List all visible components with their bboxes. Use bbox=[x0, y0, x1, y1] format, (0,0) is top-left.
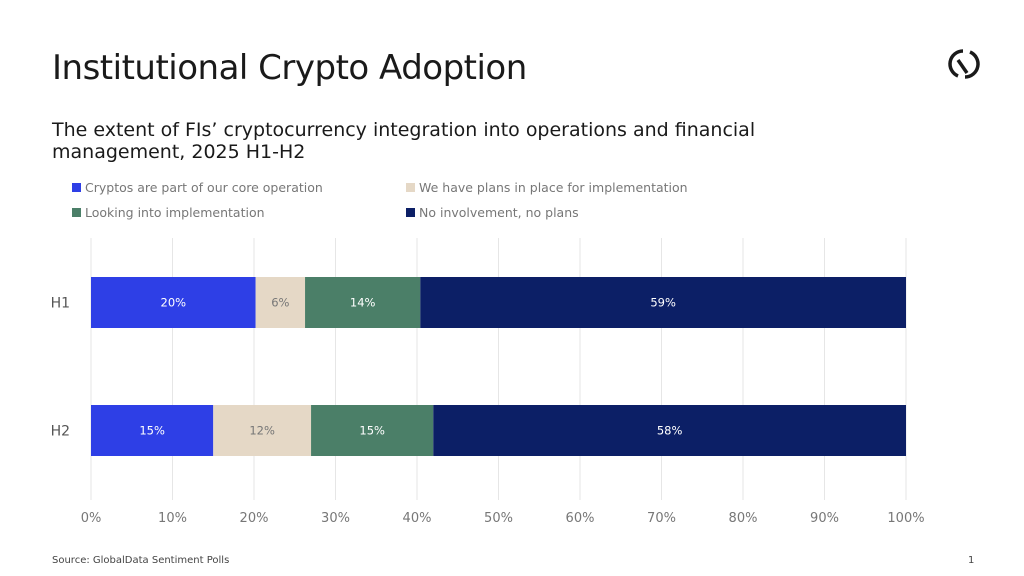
x-tick-label: 90% bbox=[810, 511, 839, 526]
legend-swatch bbox=[406, 183, 415, 192]
data-label: 20% bbox=[161, 296, 187, 310]
legend-label: No involvement, no plans bbox=[419, 205, 579, 220]
x-tick-label: 50% bbox=[484, 511, 513, 526]
data-label: 58% bbox=[657, 424, 683, 438]
bar-segment bbox=[420, 277, 906, 328]
legend-item: Cryptos are part of our core operation bbox=[72, 180, 323, 195]
y-category-label: H1 bbox=[51, 296, 70, 312]
legend-item: No involvement, no plans bbox=[406, 205, 579, 220]
x-tick-label: 0% bbox=[81, 511, 102, 526]
x-tick-label: 20% bbox=[240, 511, 269, 526]
page-title: Institutional Crypto Adoption bbox=[52, 48, 527, 88]
legend-swatch bbox=[406, 208, 415, 217]
x-tick-label: 100% bbox=[887, 511, 924, 526]
data-label: 15% bbox=[139, 424, 165, 438]
bar-segment bbox=[433, 405, 906, 456]
data-label: 15% bbox=[359, 424, 385, 438]
legend-label: Cryptos are part of our core operation bbox=[85, 180, 323, 195]
x-tick-label: 10% bbox=[158, 511, 187, 526]
x-tick-label: 60% bbox=[566, 511, 595, 526]
data-label: 59% bbox=[650, 296, 676, 310]
legend-label: Looking into implementation bbox=[85, 205, 265, 220]
legend-label: We have plans in place for implementatio… bbox=[419, 180, 688, 195]
x-tick-label: 30% bbox=[321, 511, 350, 526]
source-note: Source: GlobalData Sentiment Polls bbox=[52, 555, 230, 566]
bar-segment bbox=[311, 405, 434, 456]
legend-swatch bbox=[72, 183, 81, 192]
bar-segment bbox=[91, 405, 214, 456]
y-category-label: H2 bbox=[51, 424, 70, 440]
x-tick-label: 40% bbox=[403, 511, 432, 526]
chart-subtitle: The extent of FIs’ cryptocurrency integr… bbox=[52, 119, 756, 163]
legend-swatch bbox=[72, 208, 81, 217]
x-tick-label: 70% bbox=[647, 511, 676, 526]
x-tick-label: 80% bbox=[729, 511, 758, 526]
logo-icon bbox=[946, 46, 982, 86]
data-label: 14% bbox=[350, 296, 376, 310]
page-number: 1 bbox=[968, 555, 975, 566]
bar-segment bbox=[213, 405, 312, 456]
data-label: 6% bbox=[271, 296, 289, 310]
legend-item: We have plans in place for implementatio… bbox=[406, 180, 688, 195]
bar-segment bbox=[305, 277, 421, 328]
bar-segment bbox=[255, 277, 306, 328]
data-label: 12% bbox=[249, 424, 275, 438]
bar-segment bbox=[91, 277, 256, 328]
legend-item: Looking into implementation bbox=[72, 205, 265, 220]
